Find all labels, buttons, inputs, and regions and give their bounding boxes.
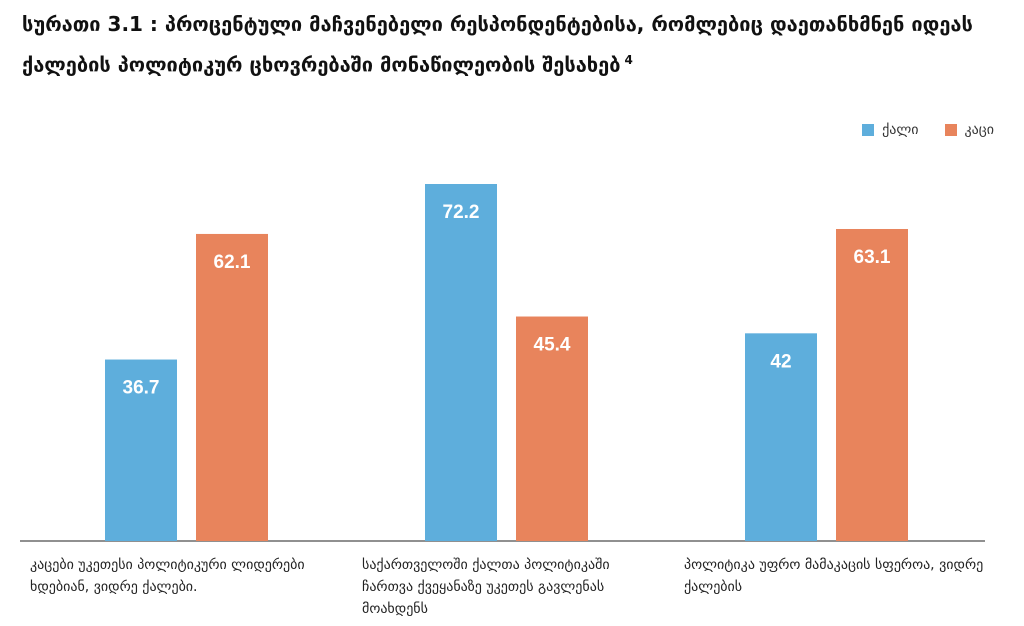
data-label-men-2: 45.4 (534, 335, 571, 356)
category-label-2: საქართველოში ქალთა პოლიტიკაში ჩართვა ქვე… (362, 557, 610, 617)
category-label-1: კაცები უკეთესი პოლიტიკური ლიდერები ხდები… (30, 557, 305, 595)
bar-women-1 (105, 359, 177, 541)
data-label-women-2: 72.2 (443, 202, 480, 223)
data-label-women-3: 42 (770, 351, 791, 372)
bar-men-2 (516, 316, 588, 541)
bar-women-3 (745, 333, 817, 541)
chart-title: სურათი 3.1 : პროცენტული მაჩვენებელი რესპ… (22, 6, 1012, 83)
legend-label-men: კაცი (964, 122, 995, 138)
bar-men-1 (196, 233, 268, 542)
legend-item-men: კაცი (944, 122, 995, 138)
data-label-women-1: 36.7 (123, 378, 160, 399)
data-label-men-1: 62.1 (214, 252, 251, 273)
data-label-men-3: 63.1 (854, 247, 891, 268)
legend-swatch-women (862, 124, 875, 136)
legend-label-women: ქალი (882, 122, 919, 138)
footnote-mark: 4 (624, 53, 633, 67)
legend-item-women: ქალი (862, 122, 919, 138)
bar-women-2 (425, 184, 497, 541)
chart-title-text: სურათი 3.1 : პროცენტული მაჩვენებელი რესპ… (22, 12, 973, 77)
legend-swatch-men (944, 124, 957, 136)
bar-men-3 (836, 228, 908, 541)
category-label-3: პოლიტიკა უფრო მამაკაცის სფეროა, ვიდრე ქა… (684, 557, 984, 595)
legend: ქალი კაცი (862, 122, 994, 138)
